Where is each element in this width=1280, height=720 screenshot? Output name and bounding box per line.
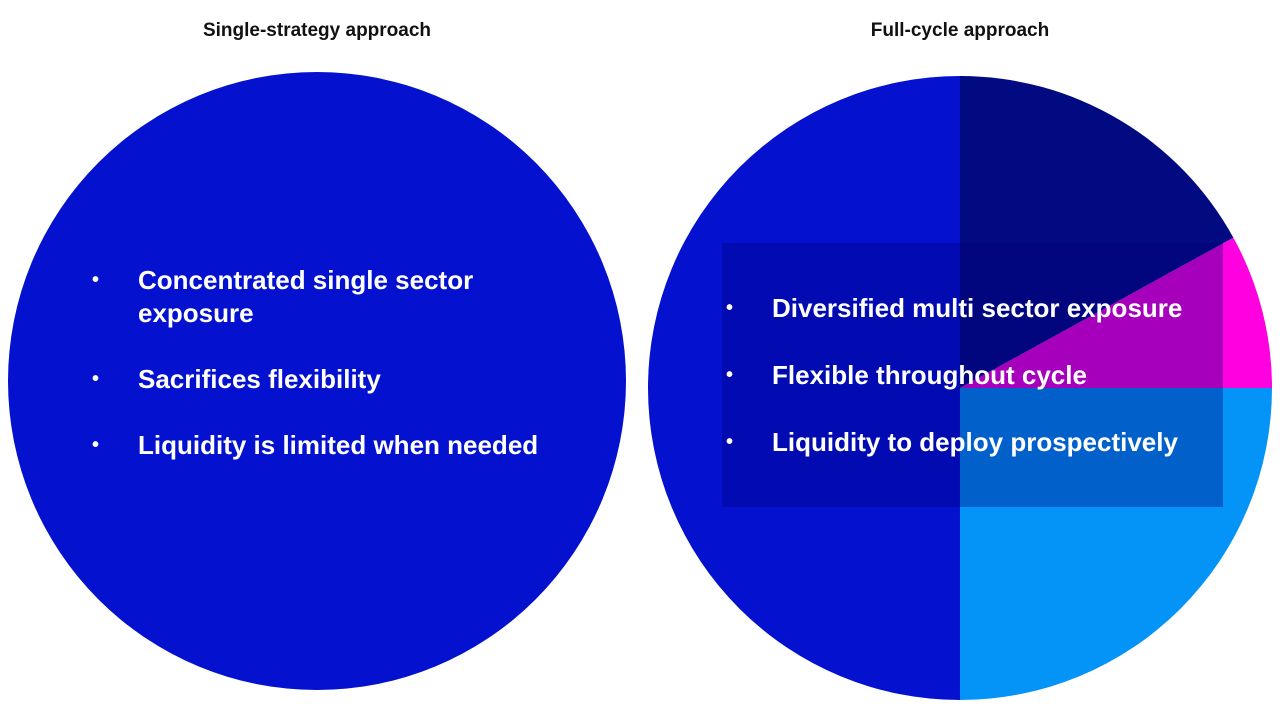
single-strategy-pie bbox=[8, 72, 626, 690]
bullet-dot: • bbox=[726, 431, 734, 453]
full-cycle-pie-slice-0 bbox=[960, 76, 1234, 388]
left-bullet-text: Concentrated single sector exposure bbox=[138, 265, 474, 328]
bullet-overlay-box bbox=[722, 243, 1223, 507]
full-cycle-pie-slice-2 bbox=[960, 388, 1272, 700]
left-bullet-item: • Sacrifices flexibility bbox=[92, 363, 552, 396]
left-bullet-item: • Concentrated single sector exposure bbox=[92, 264, 552, 330]
left-bullet-list: • Concentrated single sector exposure • Sa… bbox=[92, 264, 552, 495]
left-bullet-text: Sacrifices flexibility bbox=[138, 364, 381, 394]
full-cycle-pie bbox=[648, 76, 1272, 700]
right-bullet-item: • Liquidity to deploy prospectively bbox=[726, 426, 1246, 459]
right-bullet-item: • Flexible throughout cycle bbox=[726, 359, 1246, 392]
left-bullet-item: • Liquidity is limited when needed bbox=[92, 429, 552, 462]
right-bullet-list: • Diversified multi sector exposure • Flex… bbox=[726, 292, 1246, 493]
full-cycle-pie-slice-3 bbox=[648, 76, 960, 700]
bullet-dot: • bbox=[726, 297, 734, 319]
right-bullet-text: Liquidity to deploy prospectively bbox=[772, 427, 1178, 457]
right-panel-title: Full-cycle approach bbox=[870, 20, 1050, 41]
right-bullet-text: Diversified multi sector exposure bbox=[772, 293, 1183, 323]
bullet-dot: • bbox=[92, 434, 100, 456]
right-bullet-text: Flexible throughout cycle bbox=[772, 360, 1087, 390]
single-strategy-pie-slice-0 bbox=[8, 72, 626, 690]
left-bullet-text: Liquidity is limited when needed bbox=[138, 430, 539, 460]
bullet-dot: • bbox=[726, 364, 734, 386]
right-bullet-item: • Diversified multi sector exposure bbox=[726, 292, 1246, 325]
bullet-dot: • bbox=[92, 269, 100, 291]
left-panel-title: Single-strategy approach bbox=[202, 20, 432, 41]
full-cycle-pie-slice-1 bbox=[960, 237, 1272, 388]
bullet-dot: • bbox=[92, 368, 100, 390]
